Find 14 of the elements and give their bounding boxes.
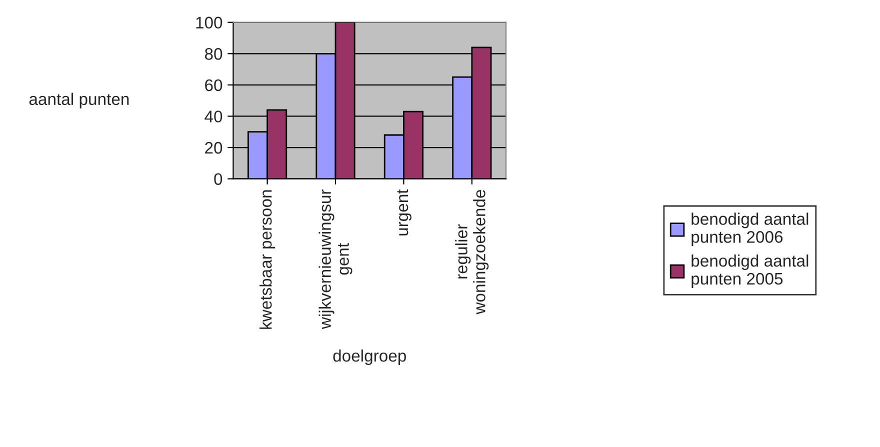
x-tick-label: urgent bbox=[397, 189, 412, 236]
y-tick-label: 80 bbox=[204, 48, 222, 60]
x-tick-label: kwetsbaar persoon bbox=[260, 190, 276, 329]
y-tick-label: 0 bbox=[214, 173, 222, 186]
y-tick-label: 60 bbox=[205, 79, 222, 92]
y-tick-label: 100 bbox=[196, 16, 222, 29]
x-tick-label: wijkvernieuwingsur gent bbox=[318, 189, 352, 330]
legend-label: benodigd aantal punten 2006 bbox=[692, 212, 808, 246]
x-tick-label: regulier woningzoekende bbox=[455, 190, 489, 314]
x-axis-title: doelgroep bbox=[333, 349, 406, 366]
legend-label: benodigd aantal punten 2005 bbox=[692, 254, 808, 288]
y-tick-label: 20 bbox=[205, 142, 222, 154]
y-tick-label: 40 bbox=[204, 110, 222, 122]
y-axis-title: aantal punten bbox=[29, 92, 129, 108]
